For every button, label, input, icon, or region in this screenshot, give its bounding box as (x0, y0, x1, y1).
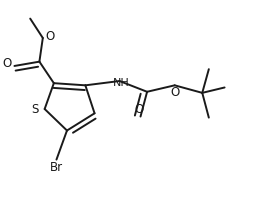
Text: O: O (46, 30, 55, 43)
Text: O: O (2, 57, 11, 70)
Text: O: O (170, 86, 180, 99)
Text: O: O (135, 102, 144, 116)
Text: NH: NH (113, 78, 129, 88)
Text: S: S (31, 102, 38, 116)
Text: Br: Br (50, 161, 63, 174)
